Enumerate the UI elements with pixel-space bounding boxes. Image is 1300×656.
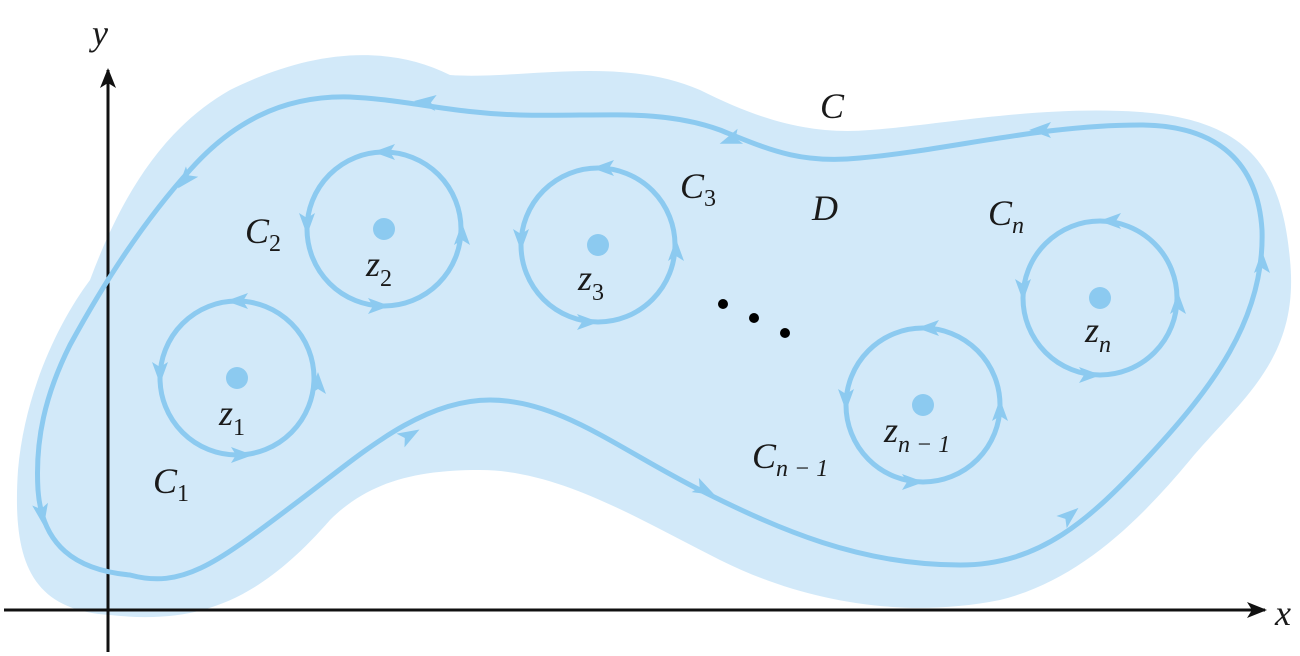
contour-label-c2: C2 bbox=[245, 211, 281, 257]
outer-contour-arrow bbox=[719, 128, 744, 144]
point-z3 bbox=[587, 234, 609, 256]
contour-label-cn-minus-1: Cn − 1 bbox=[752, 436, 828, 482]
point-zn-minus-1 bbox=[912, 394, 934, 416]
region-label: D bbox=[811, 188, 838, 228]
contour-c3 bbox=[513, 160, 684, 330]
outer-contour-arrow bbox=[1254, 251, 1270, 273]
outer-contour-arrow bbox=[1029, 122, 1051, 138]
point-label-z2: z2 bbox=[365, 244, 392, 292]
contour-label-c3: C3 bbox=[680, 166, 716, 212]
outer-contour-arrow bbox=[32, 502, 48, 526]
point-zn bbox=[1089, 287, 1111, 309]
point-label-zn-minus-1: zn − 1 bbox=[883, 410, 950, 458]
point-label-z3: z3 bbox=[577, 258, 604, 306]
contour-label-c1: C1 bbox=[153, 461, 189, 507]
contour-label-cn: Cn bbox=[988, 193, 1024, 239]
outer-contour-arrow bbox=[177, 166, 199, 189]
contour-cn-minus-1 bbox=[838, 320, 1008, 490]
y-axis-label: y bbox=[89, 13, 108, 53]
contour-c2 bbox=[299, 144, 470, 314]
outer-contour-c bbox=[35, 94, 1265, 582]
outer-contour-arrow bbox=[1056, 507, 1079, 529]
point-z1 bbox=[226, 367, 248, 389]
point-z2 bbox=[373, 218, 395, 240]
contour-c1 bbox=[152, 293, 326, 463]
x-axis-label: x bbox=[1274, 593, 1291, 633]
outer-contour-label: C bbox=[820, 86, 845, 126]
contour-cn bbox=[1015, 213, 1186, 383]
outer-contour-arrow bbox=[691, 477, 715, 495]
point-label-z1: z1 bbox=[218, 393, 245, 441]
region-d bbox=[16, 55, 1292, 618]
ellipsis-dots-icon bbox=[718, 299, 790, 338]
outer-contour-arrow bbox=[396, 429, 420, 448]
outer-contour-arrow bbox=[414, 94, 437, 111]
point-label-zn: zn bbox=[1084, 310, 1111, 358]
